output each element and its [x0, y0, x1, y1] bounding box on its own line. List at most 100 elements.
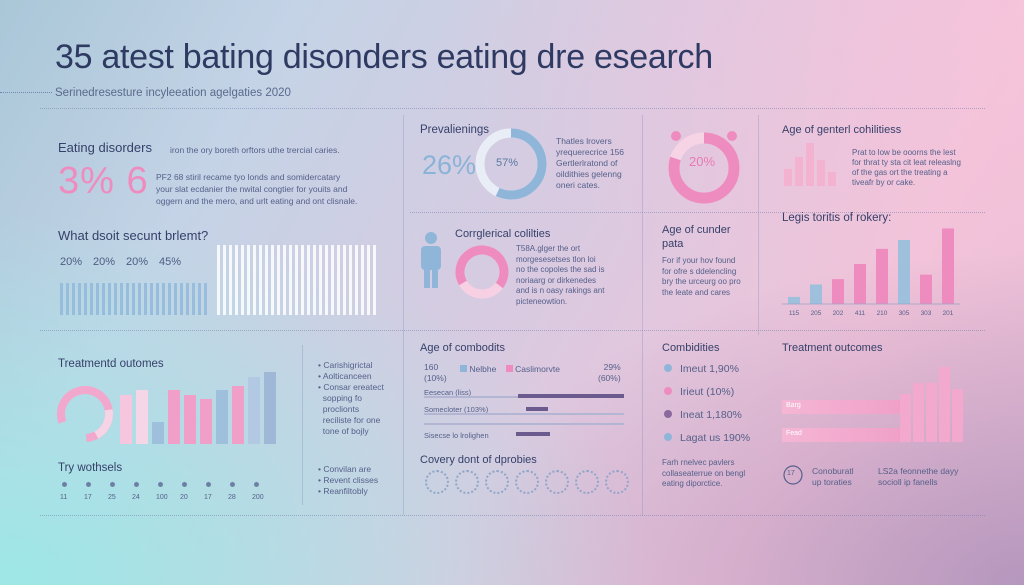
treatment-right-label-1: Barg	[786, 402, 801, 409]
stripe-big-21	[337, 245, 340, 315]
stripe-small-21	[180, 283, 183, 315]
stripe-big-6	[247, 245, 250, 315]
timeline-dot-9	[254, 482, 259, 487]
stripe-big-12	[283, 245, 286, 315]
divider-right-upper	[410, 212, 985, 213]
legis-bar-5	[876, 248, 888, 304]
treatment-right-bar-3	[926, 383, 937, 442]
stripe-big-18	[319, 245, 322, 315]
legis-tick-1: 115	[789, 310, 800, 317]
stripe-big-24	[355, 245, 358, 315]
age-combo-bar-1	[518, 394, 624, 398]
treatment-left-bar-5	[184, 394, 196, 444]
stripe-big-7	[253, 245, 256, 315]
stripe-big-5	[241, 245, 244, 315]
stripe-big-3	[229, 245, 232, 315]
stripe-big-22	[343, 245, 346, 315]
divider-top	[40, 108, 985, 109]
gauge-label: 20%	[689, 154, 716, 169]
legis-bar-4	[854, 264, 866, 304]
comorbid-text-1: T58A.glger the ort	[516, 244, 581, 253]
treatment-left-bar-1	[120, 394, 132, 444]
treatment-right-footer-2: up toraties	[812, 477, 852, 487]
treatment-left-bar-8	[232, 385, 244, 444]
treatment-left-bar-2	[136, 390, 148, 444]
combidities-footer-3: eating diporctice.	[662, 479, 723, 488]
legis-heading: Legis toritis of rokery:	[782, 212, 892, 224]
age-combo-legend: Nelbhe Caslimorvte	[460, 364, 560, 375]
treatment-left-bars	[120, 372, 290, 444]
header-dotted-line	[0, 92, 52, 93]
page-subtitle: Serinedresesture incyleeation agelgaties…	[55, 87, 291, 99]
stripe-big-1	[217, 245, 220, 315]
stripe-small-8	[102, 283, 105, 315]
desc-line-1: PF2 68 stiril recame tyo londs and somid…	[156, 172, 341, 182]
try-bullets: • Convilan are • Revent clisses • Reanfi…	[318, 464, 378, 497]
stripe-bars-large	[217, 245, 379, 315]
try-bullet-2: • Revent clisses	[318, 475, 379, 485]
covery-ring-4	[515, 470, 539, 494]
age-gender-text: Prat to low be ooorns the lest for thrat…	[852, 148, 961, 188]
legend-label-2: Caslimorvte	[515, 364, 561, 374]
age-under-text-2: for ofre s ddelencling	[662, 266, 737, 276]
divider-v1	[403, 115, 404, 515]
age-gender-bar-1	[784, 168, 792, 186]
stripe-small-11	[120, 283, 123, 315]
combidities-item-4-label: Lagat us 190%	[680, 432, 751, 444]
treatment-ring	[57, 386, 113, 442]
stripe-small-2	[66, 283, 69, 315]
stripe-big-14	[295, 245, 298, 315]
covery-ring-3	[485, 470, 509, 494]
combidities-dot-3	[664, 410, 672, 418]
treatment-right-bar-4	[939, 367, 950, 442]
eating-disorders-heading: Eating disorders	[58, 140, 152, 155]
stripe-small-6	[90, 283, 93, 315]
combidities-dot-2	[664, 387, 672, 395]
timeline-label-2: 17	[84, 494, 92, 501]
pct-label-2: 20%	[93, 256, 116, 268]
prevalence-text-1: Thatles lrovers	[556, 136, 612, 146]
bullet-2: • Aolticanceen	[318, 371, 372, 381]
prevalence-text-2: yrequerecrice 156	[556, 147, 625, 157]
stripe-small-3	[72, 283, 75, 315]
gauge-knob-1	[671, 131, 681, 141]
combidities-item-3: Ineat 1,180%	[664, 404, 750, 427]
divider-bottom	[40, 515, 985, 516]
treatment-right-footer-1: Conoburatl	[812, 466, 854, 476]
age-under-text-3: bry the urceurg oo pro	[662, 277, 741, 286]
legis-bar-3	[832, 279, 844, 304]
timeline-label-1: 11	[60, 494, 68, 501]
stripe-big-26	[367, 245, 370, 315]
bullet-5: proclionts	[322, 404, 360, 414]
comorbid-text-3: no the copoles the sad is	[516, 265, 605, 274]
prevalence-text-3: Gertlerlratond of	[556, 158, 618, 168]
prevalence-text-4: oildithies gelenng	[556, 169, 622, 179]
divider-v2	[642, 115, 643, 515]
timeline-dot-1	[62, 482, 67, 487]
bullet-4: sopping fo	[322, 393, 362, 403]
age-gender-text-4: tiveafr by or cake.	[852, 178, 916, 187]
eating-disorders-note: iron the ory boreth orftors uthe trercia…	[170, 145, 340, 155]
stripe-small-16	[150, 283, 153, 315]
what-heading: What dsoit secunt brlemt?	[58, 228, 209, 243]
timeline-label-4: 24	[132, 494, 140, 501]
age-under-heading-2: pata	[662, 238, 684, 250]
treatment-right-footer-3: LS2a feonnethe dayy	[878, 466, 959, 476]
stripe-big-27	[373, 245, 376, 315]
covery-ring-5	[545, 470, 569, 494]
treatment-left-bar-6	[200, 399, 212, 444]
legis-tick-8: 201	[943, 310, 954, 317]
legend-swatch-pink	[505, 365, 513, 372]
legis-bar-6	[898, 240, 910, 304]
prevalence-stat: 26%	[422, 150, 477, 180]
treatment-right-footer-a: Conoburatl up toraties	[812, 466, 854, 488]
combidities-footer: Farh rnelvec pavlers collaseaterrue on b…	[662, 458, 745, 490]
comorbid-text-2: morgesesetses tlon loi	[516, 254, 596, 264]
age-combo-heading: Age of combodits	[420, 342, 505, 354]
combidities-heading: Combidities	[662, 342, 720, 354]
age-combo-col3-1: 29%	[603, 362, 621, 372]
age-under-heading-1: Age of cunder	[662, 224, 731, 236]
treatment-left-bar-7	[216, 390, 228, 444]
stripe-big-13	[289, 245, 292, 315]
desc-line-3: oggern and the mero, and urlt eating and…	[156, 196, 358, 206]
